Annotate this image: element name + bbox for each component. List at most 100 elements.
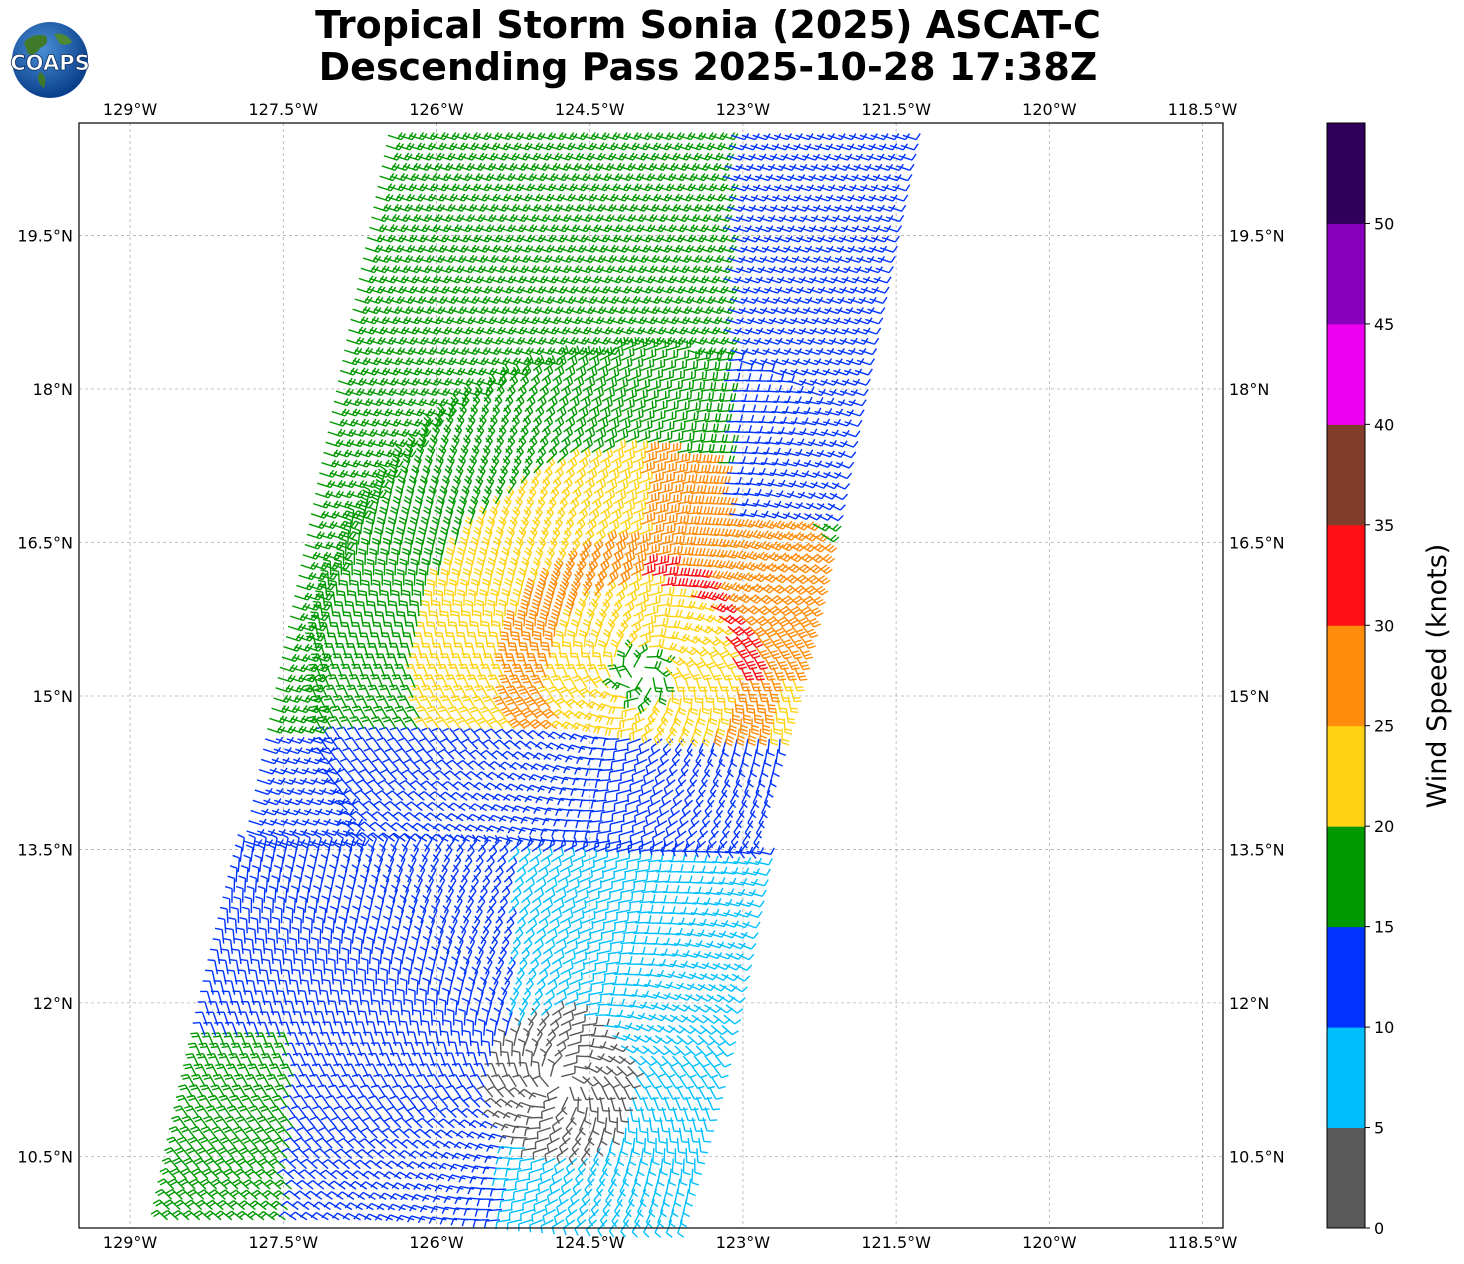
wind-barb [570, 1024, 583, 1035]
wind-barb [244, 897, 251, 913]
wind-barb [498, 896, 507, 913]
wind-barb [250, 876, 257, 892]
wind-barb [582, 724, 599, 731]
wind-barb [517, 436, 526, 453]
wind-barb [677, 391, 691, 401]
wind-barb [540, 1118, 553, 1130]
wind-barb [568, 1035, 581, 1046]
wind-barb [570, 1087, 582, 1100]
wind-barb [615, 429, 628, 442]
wind-barb [566, 699, 583, 708]
wind-barb [234, 897, 241, 913]
wind-barb [476, 845, 485, 862]
wind-barb [483, 865, 492, 882]
wind-barb [548, 1059, 554, 1076]
wind-barb [457, 590, 464, 606]
wind-barb [516, 1102, 533, 1108]
wind-barb [648, 853, 663, 862]
wind-barb [686, 454, 701, 463]
wind-barb [303, 927, 310, 943]
wind-barb [565, 940, 578, 953]
wind-barb [255, 897, 262, 913]
wind-barb [501, 405, 510, 422]
wind-barb [575, 609, 582, 626]
wind-barb [397, 569, 404, 585]
wind-barb [680, 484, 695, 493]
wind-barb [601, 976, 616, 985]
wind-barb [582, 1189, 592, 1205]
wind-barb [485, 1220, 500, 1228]
wind-barb [412, 937, 418, 954]
wind-barb [661, 841, 673, 855]
wind-barb [410, 559, 417, 575]
wind-barb [312, 845, 318, 862]
wind-barb [258, 886, 265, 902]
wind-barb [493, 395, 502, 412]
wind-barb [288, 896, 295, 912]
wind-barb [666, 610, 682, 617]
wind-barb [379, 507, 386, 524]
wind-barb [646, 863, 661, 872]
wind-barb [519, 426, 528, 443]
wind-barb [597, 997, 613, 1005]
wind-barb [361, 538, 368, 554]
wind-barb [366, 518, 373, 535]
wind-barb [544, 754, 561, 760]
wind-barb [419, 569, 426, 585]
wind-barb [679, 698, 686, 715]
wind-barb [614, 913, 629, 923]
wind-barb [272, 876, 279, 893]
wind-barb [613, 388, 626, 401]
wind-barb [642, 563, 655, 575]
wind-barb [485, 1098, 502, 1107]
wind-barb [644, 688, 651, 705]
wind-barb [408, 569, 415, 585]
wind-barb [595, 1008, 611, 1015]
wind-barb [610, 934, 625, 943]
wind-barb [283, 876, 290, 893]
wind-barb [649, 1118, 658, 1133]
wind-barb [449, 538, 456, 555]
wind-barb [395, 916, 401, 933]
wind-barb [563, 951, 575, 964]
wind-barb [438, 579, 445, 595]
wind-barb [286, 907, 293, 923]
wind-barb [432, 559, 439, 576]
wind-barb [631, 883, 646, 892]
wind-barb [597, 831, 612, 840]
wind-barb [394, 445, 401, 462]
wind-barb [316, 917, 323, 933]
wind-barb [500, 1136, 517, 1143]
wind-barb [371, 497, 378, 514]
wind-barb [557, 744, 574, 750]
wind-barb [686, 402, 700, 412]
wind-barb [380, 968, 387, 984]
wind-barb [606, 955, 621, 964]
wind-barb [669, 535, 684, 544]
wind-barb [543, 1158, 556, 1171]
wind-barb [308, 948, 316, 964]
wind-barb [353, 570, 361, 586]
wind-barb [358, 549, 365, 565]
wind-barb [599, 759, 615, 767]
wind-barb [563, 642, 571, 657]
wind-barb [350, 958, 357, 974]
wind-barb [673, 463, 687, 473]
wind-barb [465, 1143, 482, 1149]
wind-barb [647, 649, 663, 657]
wind-barb [482, 1041, 491, 1056]
wind-barb [677, 443, 691, 453]
wind-barb [559, 733, 576, 739]
wind-barb [572, 1014, 585, 1025]
wind-barb [682, 422, 696, 432]
wind-barb [611, 398, 624, 411]
wind-barb [622, 500, 635, 513]
wind-barb [561, 1066, 575, 1077]
wind-barb [675, 401, 689, 411]
wind-barb [374, 528, 381, 545]
wind-barb [502, 1018, 508, 1035]
wind-barb [366, 896, 372, 913]
wind-barb [390, 507, 397, 524]
wind-barb [485, 855, 494, 872]
wind-barb [507, 907, 517, 923]
